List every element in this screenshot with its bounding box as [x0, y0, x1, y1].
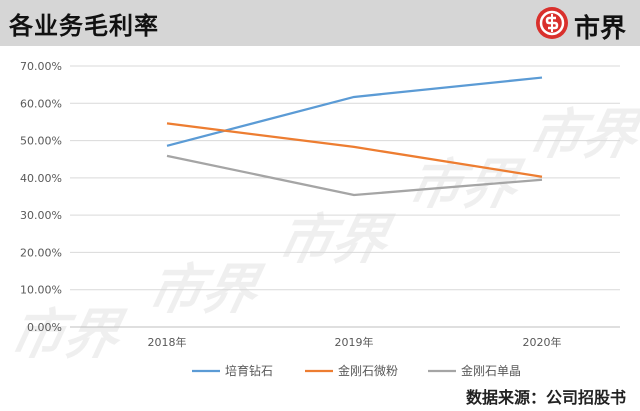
x-tick-label: 2018年	[148, 335, 187, 349]
legend-label: 培育钻石	[225, 363, 273, 378]
legend: 培育钻石 金刚石微粉 金刚石单晶	[192, 363, 521, 378]
data-source-note: 数据来源：公司招股书	[465, 388, 626, 407]
series-lines	[166, 76, 543, 197]
line-chart: 0.00% 10.00% 20.00% 30.00% 40.00% 50.00% 60.00…	[20, 60, 620, 378]
x-tick-label: 2020年	[523, 335, 562, 349]
y-tick-label: 10.00%	[20, 284, 62, 297]
y-tick-label: 70.00%	[20, 60, 62, 73]
y-tick-label: 40.00%	[20, 172, 62, 185]
y-tick-label: 0.00%	[27, 321, 62, 334]
series-line	[166, 122, 543, 178]
logo-text: 市界	[574, 14, 627, 44]
legend-label: 金刚石微粉	[338, 363, 398, 378]
series-line	[166, 76, 543, 147]
x-tick-label: 2019年	[335, 335, 374, 349]
legend-label: 金刚石单晶	[461, 363, 521, 378]
gridlines	[70, 65, 620, 328]
y-tick-label: 60.00%	[20, 97, 62, 110]
y-tick-label: 50.00%	[20, 135, 62, 148]
series-line	[166, 154, 543, 197]
x-axis-ticks: 2018年 2019年 2020年	[148, 335, 562, 349]
page-title: 各业务毛利率	[9, 12, 159, 40]
y-axis-ticks: 0.00% 10.00% 20.00% 30.00% 40.00% 50.00% 60.00…	[20, 60, 62, 334]
s-circle-logo-icon	[536, 7, 568, 39]
brand-logo: 市界	[536, 6, 636, 44]
header-bar: 各业务毛利率 市界	[0, 0, 640, 46]
y-tick-label: 30.00%	[20, 209, 62, 222]
y-tick-label: 20.00%	[20, 246, 62, 259]
